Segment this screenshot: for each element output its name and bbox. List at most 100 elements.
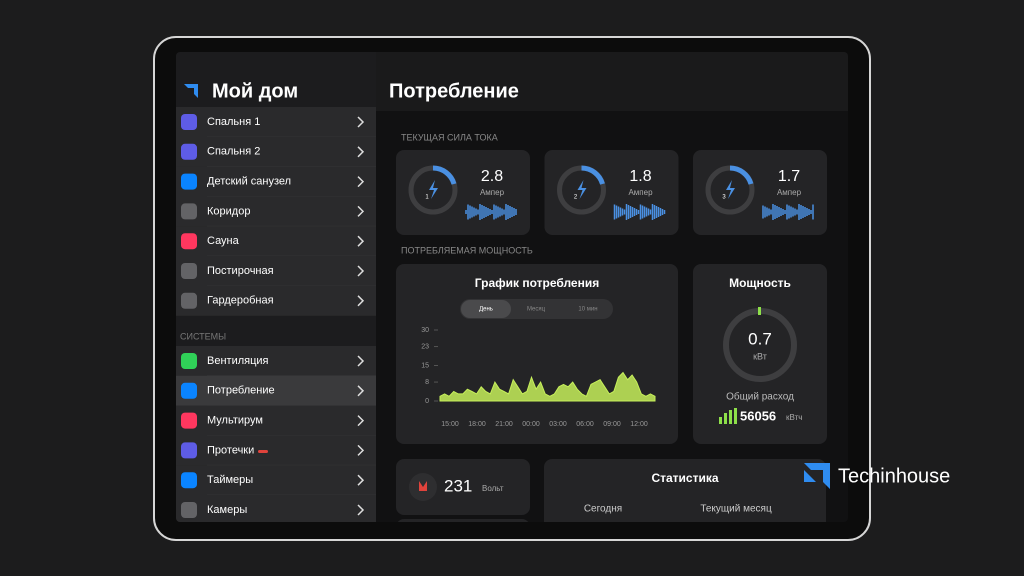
row-icon <box>181 203 197 220</box>
list-row[interactable] <box>176 166 376 197</box>
chevron <box>357 235 365 247</box>
chevron <box>357 176 365 188</box>
list-row[interactable] <box>176 435 376 466</box>
row-icon <box>181 472 197 489</box>
phase-card <box>396 150 530 235</box>
chevron <box>357 295 365 307</box>
list-row[interactable] <box>176 226 376 257</box>
bolt-icon <box>429 180 438 199</box>
chart-title: График потребления <box>475 276 599 290</box>
row-label: Спальня 1 <box>207 116 260 128</box>
power-card <box>693 264 827 444</box>
total-unit: кВтч <box>786 413 802 422</box>
voltage-value: 231 <box>444 476 472 495</box>
stats-title: Статистика <box>651 471 718 485</box>
row-label: Потребление <box>207 385 275 397</box>
row-icon <box>181 412 197 429</box>
page-title: Потребление <box>389 80 519 102</box>
chevron <box>357 146 365 158</box>
power-unit: кВт <box>753 351 767 361</box>
watermark: Techinhouse <box>838 465 950 487</box>
power-value: 0.7 <box>748 329 772 348</box>
list-row[interactable] <box>176 405 376 436</box>
list-row[interactable] <box>176 346 376 376</box>
phase-value: 2.8 <box>481 168 503 185</box>
list-row[interactable] <box>176 495 376 525</box>
y-tick-label: 30 <box>421 327 429 334</box>
phase-number: 3 <box>722 195 726 201</box>
stats-column: Текущий месяц <box>700 504 772 515</box>
sidebar-title: Мой дом <box>212 80 298 102</box>
gauge-tick <box>758 307 761 315</box>
y-tick-label: 0 <box>425 398 429 405</box>
gauge-arc <box>581 165 605 185</box>
row-label: Протечки <box>207 444 254 456</box>
list-row[interactable] <box>176 375 376 406</box>
phase-value: 1.8 <box>629 168 651 185</box>
total-value: 56056 <box>740 408 776 423</box>
chevron <box>357 116 365 128</box>
list-row[interactable] <box>176 107 376 137</box>
logo-icon <box>184 84 198 98</box>
consumption-area <box>439 371 656 402</box>
row-label: Камеры <box>207 504 247 516</box>
row-label: Коридор <box>207 205 250 217</box>
x-tick-label: 15:00 <box>441 421 459 428</box>
bolt-icon <box>577 180 587 199</box>
total-label: Общий расход <box>726 391 794 403</box>
phase-value: 1.7 <box>778 168 800 185</box>
phase-unit: Ампер <box>480 188 505 197</box>
y-tick-label: 23 <box>421 343 429 350</box>
x-tick-label: 12:00 <box>630 421 648 428</box>
badge <box>258 450 268 453</box>
phase-unit: Ампер <box>777 188 802 197</box>
chart-card <box>396 264 678 444</box>
bolt-icon <box>726 180 735 199</box>
row-label: Детский санузел <box>207 176 291 188</box>
tab[interactable]: Месяц <box>527 307 546 313</box>
x-tick-label: 03:00 <box>549 421 567 428</box>
section-label: ТЕКУЩАЯ СИЛА ТОКА <box>401 132 498 142</box>
total-icon <box>719 408 737 424</box>
waveform <box>465 204 517 220</box>
row-icon <box>181 292 197 309</box>
tab[interactable]: День <box>479 307 493 313</box>
x-tick-label: 09:00 <box>603 421 621 428</box>
row-icon <box>181 382 197 399</box>
list-row[interactable] <box>176 465 376 496</box>
watermark-logo <box>804 463 830 489</box>
voltage-card <box>396 459 530 515</box>
row-icon <box>181 442 197 459</box>
section-label: ПОТРЕБЛЯЕМАЯ МОЩНОСТЬ <box>401 245 533 255</box>
chevron <box>357 205 365 217</box>
gauge-arc <box>432 165 457 185</box>
x-tick-label: 21:00 <box>495 421 513 428</box>
chevron <box>357 355 365 367</box>
row-icon <box>181 114 197 130</box>
phase-card <box>544 150 679 235</box>
stats-column: Сегодня <box>584 504 622 515</box>
chevron <box>357 474 365 486</box>
x-tick-label: 00:00 <box>522 421 540 428</box>
chevron <box>357 265 365 277</box>
x-tick-label: 18:00 <box>468 421 486 428</box>
phase-unit: Ампер <box>628 188 653 197</box>
row-label: Сауна <box>207 235 240 247</box>
waveform <box>762 204 814 220</box>
section-label: СИСТЕМЫ <box>180 331 226 341</box>
row-icon <box>181 502 197 518</box>
row-label: Мультирум <box>207 415 263 427</box>
chevron <box>357 444 365 456</box>
list-row[interactable] <box>176 136 376 167</box>
list-row[interactable] <box>176 285 376 316</box>
tab[interactable]: 10 мин <box>578 307 597 313</box>
row-icon <box>181 143 197 160</box>
row-icon <box>181 173 197 190</box>
list-row[interactable] <box>176 256 376 286</box>
list-row[interactable] <box>176 196 376 227</box>
y-tick-label: 15 <box>421 362 429 369</box>
voltage-unit: Вольт <box>482 484 504 493</box>
row-label: Спальня 2 <box>207 146 260 158</box>
phase-number: 2 <box>574 195 578 201</box>
